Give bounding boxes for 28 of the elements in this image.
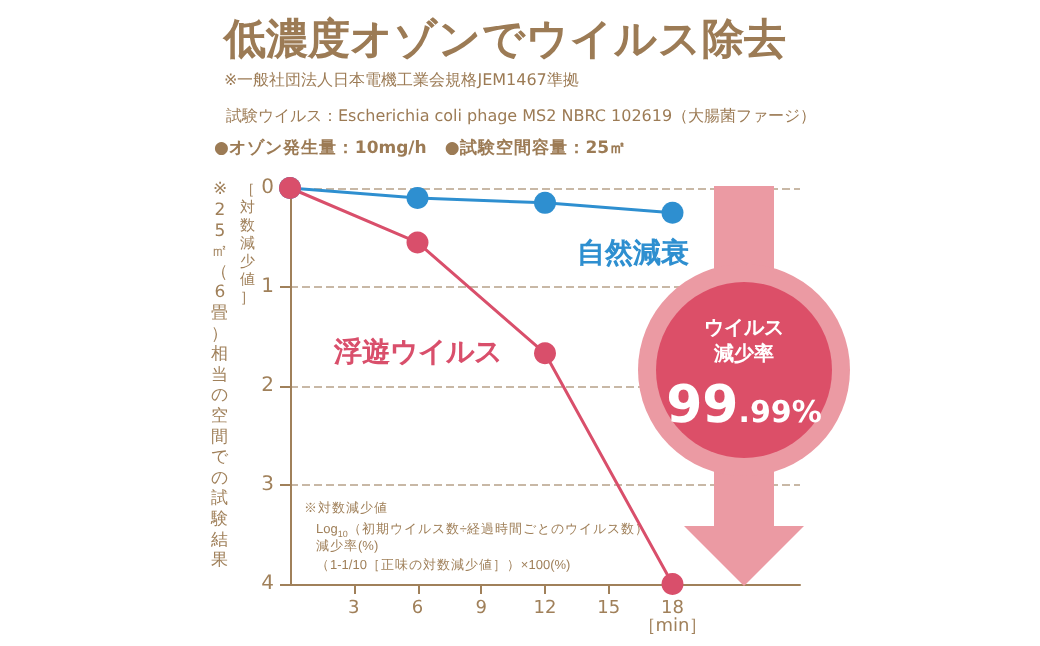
x-axis-title: ［min］ xyxy=(637,617,708,637)
y-tick-label: 3 xyxy=(261,474,274,496)
point xyxy=(534,191,556,214)
series-label: 自然減衰 xyxy=(576,235,689,270)
y-tick-label: 4 xyxy=(261,573,274,595)
x-tick-label: 6 xyxy=(411,599,424,619)
text: 試験ウイルス：Escherichia coli phage MS2 NBRC 102619（大腸菌ファージ） xyxy=(226,107,817,125)
point xyxy=(661,201,684,224)
y-tick-label: 2 xyxy=(261,375,274,397)
series-label: 浮遊ウイルス xyxy=(332,337,502,370)
x-tick-label: 3 xyxy=(348,599,360,619)
annotation: 減少率 xyxy=(712,342,776,368)
point xyxy=(406,186,429,209)
chart-title: 低濃度オゾンでウイルス除去 xyxy=(222,15,786,63)
text: ※25㎡（6畳）相当の空間での試験結果 xyxy=(211,180,229,572)
x-tick-label: 18 xyxy=(661,599,685,619)
x-tick-label: 9 xyxy=(475,599,488,619)
point xyxy=(534,342,556,365)
x-tick-label: 15 xyxy=(597,599,621,619)
x-tick-label: 12 xyxy=(533,599,557,619)
chart-subtitle: ※一般社団法人日本電機工業会規格JEM1467準拠 xyxy=(224,71,579,89)
point xyxy=(661,573,684,595)
annotation: ウイルス xyxy=(702,316,786,342)
annotation: 99.99% xyxy=(666,376,822,436)
text: ●オゾン発生量：10mg/h ●試験空間容量：25㎡ xyxy=(214,137,628,159)
point xyxy=(406,231,429,254)
y-tick-label: 0 xyxy=(261,177,274,199)
y-tick-label: 1 xyxy=(261,276,274,298)
